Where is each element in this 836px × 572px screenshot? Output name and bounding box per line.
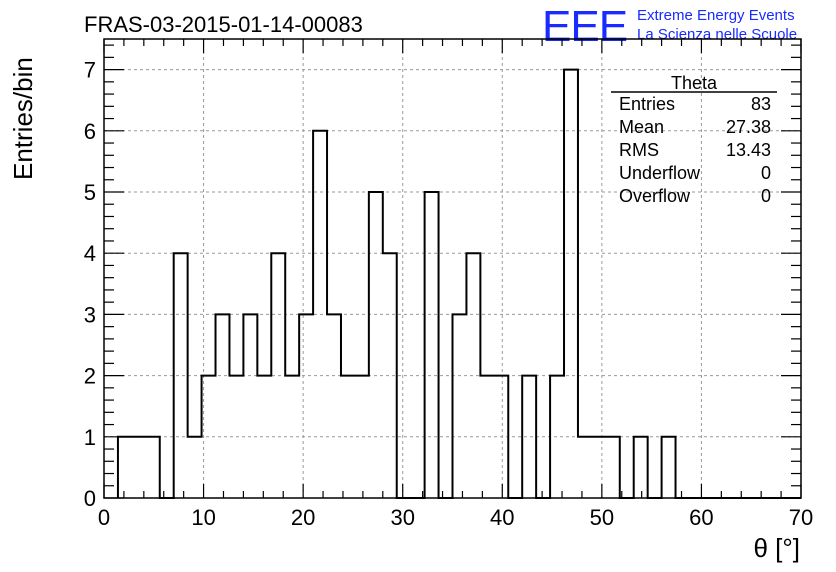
plot-frame (103, 38, 802, 499)
tick-labels: 0 10 20 30 40 50 60 70 0 1 2 3 4 5 6 7 (84, 58, 813, 530)
stats-label: Overflow (619, 186, 691, 206)
stats-label: RMS (619, 140, 659, 160)
x-tick-label: 50 (590, 505, 614, 530)
x-tick-label: 60 (689, 505, 713, 530)
x-tick-label: 70 (789, 505, 813, 530)
stats-name: Theta (671, 73, 718, 93)
stats-label: Underflow (619, 163, 701, 183)
y-tick-label: 0 (84, 486, 96, 511)
y-tick-label: 3 (84, 302, 96, 327)
x-tick-label: 30 (390, 505, 414, 530)
stats-value: 13.43 (726, 140, 771, 160)
y-tick-label: 2 (84, 364, 96, 389)
x-tick-label: 40 (490, 505, 514, 530)
logo-line1: Extreme Energy Events (637, 7, 795, 24)
y-tick-label: 7 (84, 58, 96, 83)
y-tick-label: 1 (84, 425, 96, 450)
x-tick-label: 0 (98, 505, 110, 530)
stats-value: 0 (761, 186, 771, 206)
x-tick-label: 10 (191, 505, 215, 530)
y-tick-label: 5 (84, 180, 96, 205)
stats-value: 0 (761, 163, 771, 183)
x-axis-label: θ [°] (753, 533, 800, 563)
stats-value: 83 (751, 94, 771, 114)
y-tick-label: 4 (84, 241, 96, 266)
y-tick-label: 6 (84, 119, 96, 144)
chart-title: FRAS-03-2015-01-14-00083 (84, 12, 363, 37)
stats-label: Entries (619, 94, 675, 114)
axis-ticks (103, 39, 802, 499)
stats-value: 27.38 (726, 117, 771, 137)
eee-logo: EEE Extreme Energy Events La Scienza nel… (542, 2, 797, 51)
y-axis-label: Entries/bin (8, 57, 38, 180)
logo-mark: EEE (542, 2, 627, 51)
histogram-outline (116, 68, 801, 499)
stats-label: Mean (619, 117, 664, 137)
x-tick-label: 20 (291, 505, 315, 530)
